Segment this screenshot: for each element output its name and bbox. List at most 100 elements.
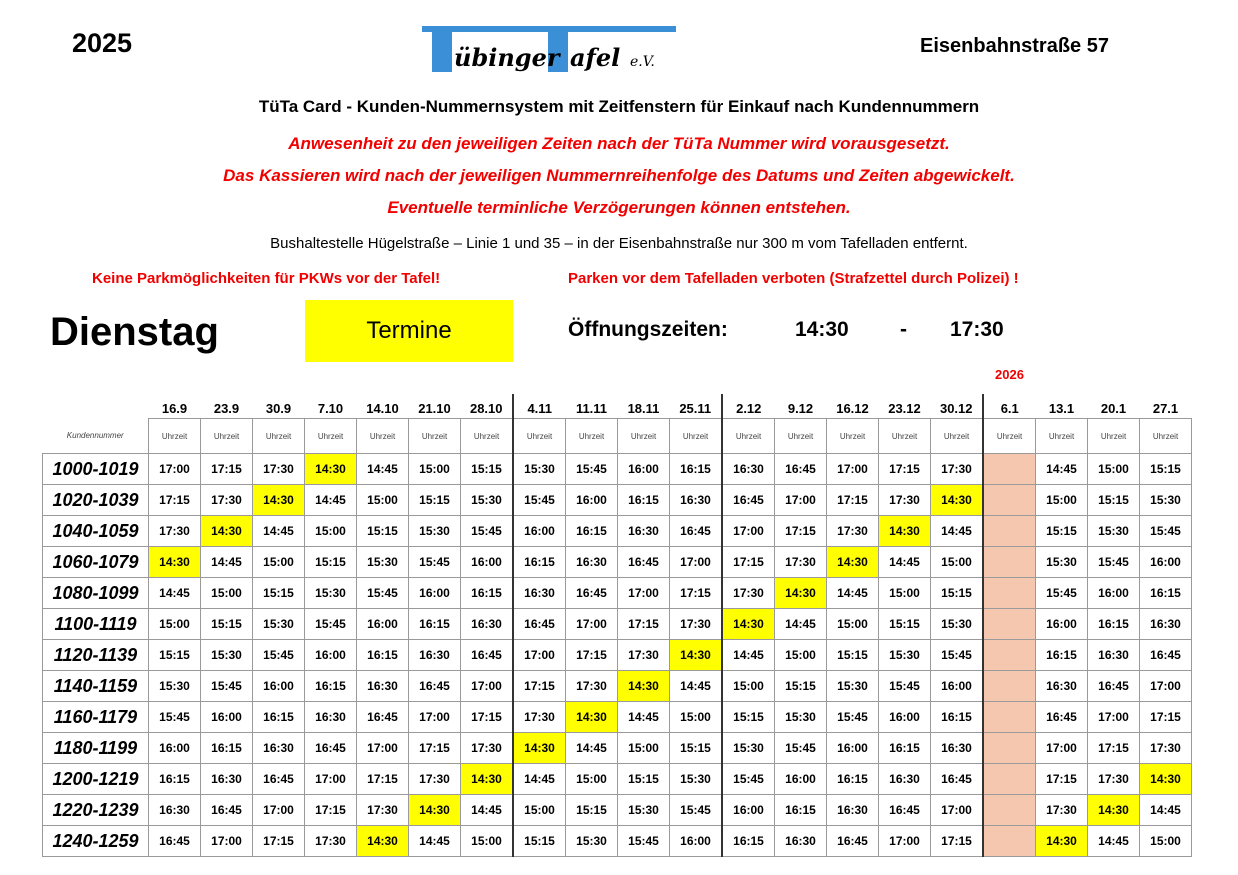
time-cell: 17:00 [617, 577, 670, 609]
time-cell: 16:00 [826, 732, 879, 764]
table-row: 1000-1019 17:00 17:15 17:30 14:30 14:45 15:00 1… [42, 453, 1192, 485]
time-cell: 15:15 [721, 701, 775, 733]
time-cell: 15:00 [512, 794, 566, 826]
address: Eisenbahnstraße 57 [920, 35, 1109, 57]
uhrzeit-label: Uhrzeit [200, 418, 253, 454]
time-cell: 15:45 [512, 484, 566, 516]
time-cell: 15:45 [930, 639, 984, 671]
time-cell: 16:15 [148, 763, 201, 795]
time-cell: 16:30 [617, 515, 670, 547]
time-cell: 16:15 [512, 546, 566, 578]
time-cell: 16:15 [408, 608, 461, 640]
uhrzeit-label: Uhrzeit [460, 418, 514, 454]
year-2026-label: 2026 [995, 367, 1024, 382]
opening-hours-label: Öffnungszeiten: [568, 318, 728, 341]
time-cell: 15:30 [1087, 515, 1140, 547]
time-cell: 14:30 [304, 453, 357, 485]
time-cell: 15:15 [460, 453, 514, 485]
time-cell: 16:30 [669, 484, 723, 516]
time-cell: 14:30 [565, 701, 618, 733]
time-cell: 15:00 [1087, 453, 1140, 485]
time-cell: 16:00 [252, 670, 305, 702]
table-row: 1080-1099 14:45 15:00 15:15 15:30 15:45 16:00 1… [42, 577, 1192, 609]
document-title: TüTa Card - Kunden-Nummernsystem mit Zei… [258, 97, 980, 116]
time-cell: 15:00 [200, 577, 253, 609]
table-row: 1020-1039 17:15 17:30 14:30 14:45 15:00 15:15 1… [42, 484, 1192, 516]
time-cell: 14:45 [774, 608, 827, 640]
time-cell: 17:15 [1139, 701, 1192, 733]
bus-info: Bushaltestelle Hügelstraße – Linie 1 und… [270, 235, 968, 252]
time-cell [982, 639, 1036, 671]
time-cell: 15:30 [1035, 546, 1088, 578]
time-cell: 15:00 [356, 484, 409, 516]
uhrzeit-label: Uhrzeit [1139, 418, 1192, 454]
time-cell: 15:15 [356, 515, 409, 547]
uhrzeit-label: Uhrzeit [1035, 418, 1088, 454]
time-cell [982, 763, 1036, 795]
time-cell: 14:45 [826, 577, 879, 609]
weekday: Dienstag [50, 310, 219, 354]
time-cell: 15:15 [1087, 484, 1140, 516]
time-cell: 16:30 [148, 794, 201, 826]
time-cell: 16:15 [1087, 608, 1140, 640]
table-row: 1060-1079 14:30 14:45 15:00 15:15 15:30 15:45 1… [42, 546, 1192, 578]
time-cell: 16:30 [512, 577, 566, 609]
time-cell: 17:15 [617, 608, 670, 640]
time-cell: 15:15 [617, 763, 670, 795]
subheader-row: Kundennummer Uhrzeit Uhrzeit Uhrzeit Uhrzeit… [43, 418, 1192, 454]
time-cell: 14:45 [460, 794, 514, 826]
time-cell: 15:30 [408, 515, 461, 547]
time-cell: 16:00 [200, 701, 253, 733]
time-cell: 17:30 [148, 515, 201, 547]
time-cell: 15:30 [774, 701, 827, 733]
time-cell [982, 608, 1036, 640]
time-cell: 16:00 [1035, 608, 1088, 640]
date-header: 23.12 [888, 401, 921, 416]
time-cell: 17:00 [252, 794, 305, 826]
time-cell: 15:45 [1035, 577, 1088, 609]
time-cell: 16:45 [669, 515, 723, 547]
time-cell: 15:45 [304, 608, 357, 640]
time-cell: 15:15 [200, 608, 253, 640]
time-cell: 16:15 [721, 825, 775, 857]
time-cell: 15:45 [878, 670, 931, 702]
time-cell: 14:45 [200, 546, 253, 578]
uhrzeit-label: Uhrzeit [252, 418, 305, 454]
time-cell: 15:00 [1035, 484, 1088, 516]
time-cell: 15:00 [408, 453, 461, 485]
time-cell: 14:45 [721, 639, 775, 671]
time-cell: 15:15 [774, 670, 827, 702]
time-cell: 16:45 [460, 639, 514, 671]
parking-notice-right: Parken vor dem Tafelladen verboten (Stra… [568, 270, 1019, 287]
time-cell: 16:30 [774, 825, 827, 857]
time-cell: 17:30 [1035, 794, 1088, 826]
time-cell: 15:45 [408, 546, 461, 578]
time-cell: 17:00 [565, 608, 618, 640]
time-cell: 14:30 [617, 670, 670, 702]
time-cell: 15:00 [930, 546, 984, 578]
date-header: 7.10 [317, 401, 344, 416]
time-cell: 16:30 [304, 701, 357, 733]
time-cell: 15:15 [826, 639, 879, 671]
time-cell: 16:00 [1139, 546, 1192, 578]
time-cell: 17:15 [930, 825, 984, 857]
customer-range: 1080-1099 [42, 577, 149, 609]
time-cell: 15:15 [252, 577, 305, 609]
time-cell: 17:15 [408, 732, 461, 764]
date-header: 20.1 [1100, 401, 1127, 416]
date-header: 9.12 [787, 401, 814, 416]
date-header: 21.10 [418, 401, 451, 416]
time-cell: 14:45 [669, 670, 723, 702]
time-cell: 17:00 [304, 763, 357, 795]
time-cell: 17:00 [721, 515, 775, 547]
date-header: 14.10 [366, 401, 399, 416]
time-cell: 16:00 [930, 670, 984, 702]
date-header: 27.1 [1152, 401, 1179, 416]
time-cell: 16:45 [617, 546, 670, 578]
time-cell: 17:30 [1087, 763, 1140, 795]
time-cell: 14:30 [669, 639, 723, 671]
time-cell: 16:15 [1035, 639, 1088, 671]
time-cell: 16:15 [356, 639, 409, 671]
time-cell: 15:30 [356, 546, 409, 578]
time-cell: 15:15 [878, 608, 931, 640]
